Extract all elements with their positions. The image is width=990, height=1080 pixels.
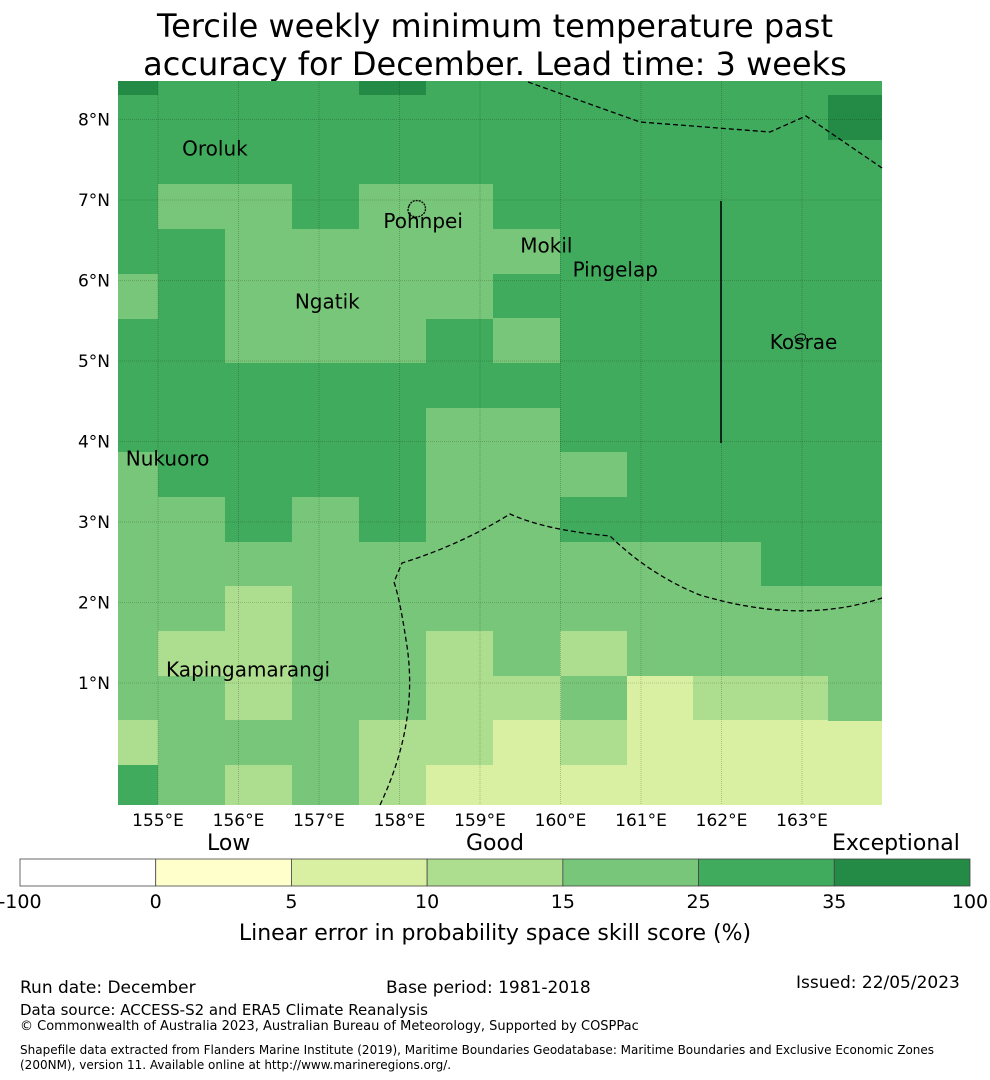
place-label: Pingelap: [573, 257, 658, 281]
shapefile-credit: Shapefile data extracted from Flanders M…: [20, 1043, 935, 1072]
lon-tick-label: 155°E: [132, 811, 184, 831]
lat-tick-label: 7°N: [78, 191, 110, 211]
colorbar-segment: [833, 858, 971, 887]
issued-date: Issued: 22/05/2023: [796, 973, 960, 993]
lon-tick-label: 163°E: [776, 811, 828, 831]
place-label: Mokil: [520, 233, 572, 257]
graticule: [118, 81, 882, 805]
colorbar-tick-label: 0: [150, 891, 162, 913]
lat-tick-label: 5°N: [78, 352, 110, 372]
lat-tick-label: 6°N: [78, 272, 110, 292]
place-label: Kosrae: [770, 330, 838, 354]
colorbar-segment: [426, 858, 564, 887]
lon-tick-label: 159°E: [454, 811, 506, 831]
base-period: Base period: 1981-2018: [386, 978, 591, 998]
lon-tick-label: 160°E: [535, 811, 587, 831]
category-exceptional: Exceptional: [832, 831, 960, 856]
colorbar-label: Linear error in probability space skill …: [238, 921, 752, 946]
eez-boundary-north: [527, 81, 883, 169]
place-label: Kapingamarangi: [166, 658, 330, 682]
colorbar-tick-label: 35: [822, 891, 846, 913]
colorbar-segment: [698, 858, 835, 887]
colorbar-tick-label: 10: [415, 891, 439, 913]
colorbar-tick-label: 5: [285, 891, 297, 913]
category-good: Good: [466, 831, 524, 856]
lat-tick-label: 4°N: [78, 433, 110, 453]
map-axes: 155°E 156°E 157°E 158°E 159°E 160°E 161°E 162°E…: [78, 111, 828, 832]
place-label: Oroluk: [182, 137, 248, 161]
colorbar-segment: [562, 858, 699, 887]
lat-tick-label: 1°N: [78, 674, 110, 694]
colorbar-segment: [155, 858, 292, 887]
colorbar-tick-label: -100: [0, 891, 42, 913]
lon-tick-label: 158°E: [374, 811, 426, 831]
copyright: © Commonwealth of Australia 2023, Austra…: [20, 1019, 639, 1034]
map-title-line-1: Tercile weekly minimum temperature past: [156, 7, 834, 45]
colorbar-segment: [291, 858, 428, 887]
place-label: Ngatik: [295, 290, 360, 314]
colorbar-segment: [19, 858, 157, 887]
lon-tick-label: 162°E: [696, 811, 748, 831]
colorbar: -100 0 5 10 15 25 35 100: [0, 858, 988, 913]
skill-grid: [118, 81, 882, 805]
colorbar-tick-label: 25: [686, 891, 710, 913]
lon-tick-label: 157°E: [293, 811, 345, 831]
lat-tick-label: 8°N: [78, 111, 110, 131]
lon-tick-label: 161°E: [615, 811, 667, 831]
colorbar-tick-label: 15: [551, 891, 575, 913]
lon-tick-label: 156°E: [213, 811, 265, 831]
colorbar-tick-label: 100: [952, 891, 988, 913]
map-title-line-2: accuracy for December. Lead time: 3 week…: [143, 45, 847, 83]
kosrae-island-outline: [794, 333, 806, 342]
category-low: Low: [207, 831, 251, 856]
data-source: Data source: ACCESS-S2 and ERA5 Climate …: [20, 1001, 428, 1019]
run-date: Run date: December: [20, 978, 196, 998]
place-label: Pohnpei: [383, 209, 463, 233]
eez-boundaries: [379, 81, 883, 806]
place-label: Nukuoro: [126, 447, 210, 471]
lat-tick-label: 2°N: [78, 594, 110, 614]
pohnpei-island-outline: [407, 199, 427, 218]
eez-boundary-south-west: [379, 513, 883, 806]
lat-tick-label: 3°N: [78, 513, 110, 533]
